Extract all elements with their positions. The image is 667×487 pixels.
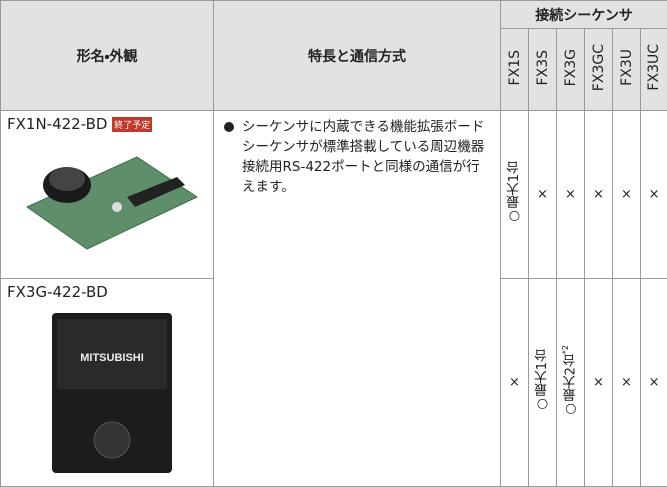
header-row: 形名・外観 特長と通信方式 接続シーケンサ (1, 1, 667, 29)
compat-value: ○最大2台 (563, 354, 578, 416)
compat-cell: ○最大1台 (501, 111, 529, 279)
features-cell: シーケンサに内蔵できる機能拡張ボード シーケンサが標準搭載している周辺機器接続用… (214, 111, 501, 487)
compat-cell: × (613, 279, 641, 487)
model-cell: FX3G-422-BD MITSUBISHI (1, 279, 214, 487)
model-name: FX1N-422-BD (7, 115, 107, 133)
compat-cell: × (641, 279, 667, 487)
compat-text: ○最大1台 (533, 349, 552, 411)
header-model: 形名・外観 (1, 1, 214, 111)
plc-name: FX3G (563, 49, 579, 86)
compat-cell: × (641, 111, 667, 279)
compat-cell: × (557, 111, 585, 279)
header-plc-group: 接続シーケンサ (501, 1, 667, 29)
compat-text: × (593, 375, 604, 390)
product-row: FX1N-422-BD 終了予定 シーケンサに内蔵できる機能拡張ボード シーケン… (1, 111, 667, 279)
product-image: MITSUBISHI (7, 305, 207, 475)
plc-header: FX3G (557, 29, 585, 111)
plc-name: FX3GC (591, 44, 607, 91)
plc-header: FX3UC (641, 29, 667, 111)
plc-header: FX3GC (585, 29, 613, 111)
compat-cell: × (529, 111, 557, 279)
compat-text: × (621, 375, 632, 390)
brand-label: MITSUBISHI (80, 352, 144, 364)
round-connector-top (49, 167, 85, 191)
feature-text: シーケンサが標準搭載している周辺機器接続用RS-422ポートと同様の通信が行えま… (222, 137, 492, 197)
plc-name: FX3U (619, 49, 635, 86)
compat-text: × (649, 187, 660, 202)
compat-cell: × (501, 279, 529, 487)
plc-header: FX1S (501, 29, 529, 111)
compat-text: × (509, 375, 520, 390)
note-mark: *2 (561, 345, 570, 354)
product-image (7, 137, 207, 257)
compat-text: × (621, 187, 632, 202)
plc-name: FX3UC (646, 44, 662, 91)
feature-bullet: シーケンサに内蔵できる機能拡張ボード (222, 117, 492, 137)
round-connector (94, 422, 130, 458)
status-badge: 終了予定 (112, 117, 152, 132)
plc-name: FX1S (507, 50, 523, 85)
compat-cell: × (585, 111, 613, 279)
plc-header: FX3S (529, 29, 557, 111)
compat-text: × (565, 187, 576, 202)
compat-text: × (593, 187, 604, 202)
chip (112, 202, 122, 212)
plc-header: FX3U (613, 29, 641, 111)
model-cell: FX1N-422-BD 終了予定 (1, 111, 214, 279)
compat-cell: × (613, 111, 641, 279)
plc-name: FX3S (535, 50, 551, 85)
compat-cell: ○最大2台*2 (557, 279, 585, 487)
compat-cell: × (585, 279, 613, 487)
compat-text: × (649, 375, 660, 390)
compat-text: × (537, 187, 548, 202)
compat-text: ○最大2台*2 (561, 345, 580, 416)
model-name: FX3G-422-BD (7, 283, 108, 301)
compat-text: ○最大1台 (505, 161, 524, 223)
header-features: 特長と通信方式 (214, 1, 501, 111)
compat-cell: ○最大1台 (529, 279, 557, 487)
